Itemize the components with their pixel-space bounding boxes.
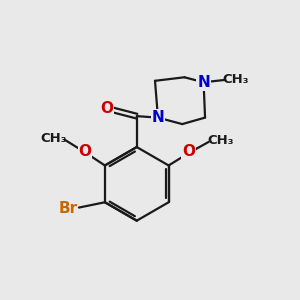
Text: N: N	[152, 110, 164, 125]
Text: O: O	[182, 144, 195, 159]
Text: O: O	[100, 101, 113, 116]
Text: CH₃: CH₃	[40, 132, 67, 145]
Text: CH₃: CH₃	[223, 73, 249, 86]
Text: N: N	[197, 75, 210, 90]
Text: Br: Br	[58, 201, 77, 216]
Text: O: O	[78, 143, 92, 158]
Text: CH₃: CH₃	[207, 134, 234, 147]
